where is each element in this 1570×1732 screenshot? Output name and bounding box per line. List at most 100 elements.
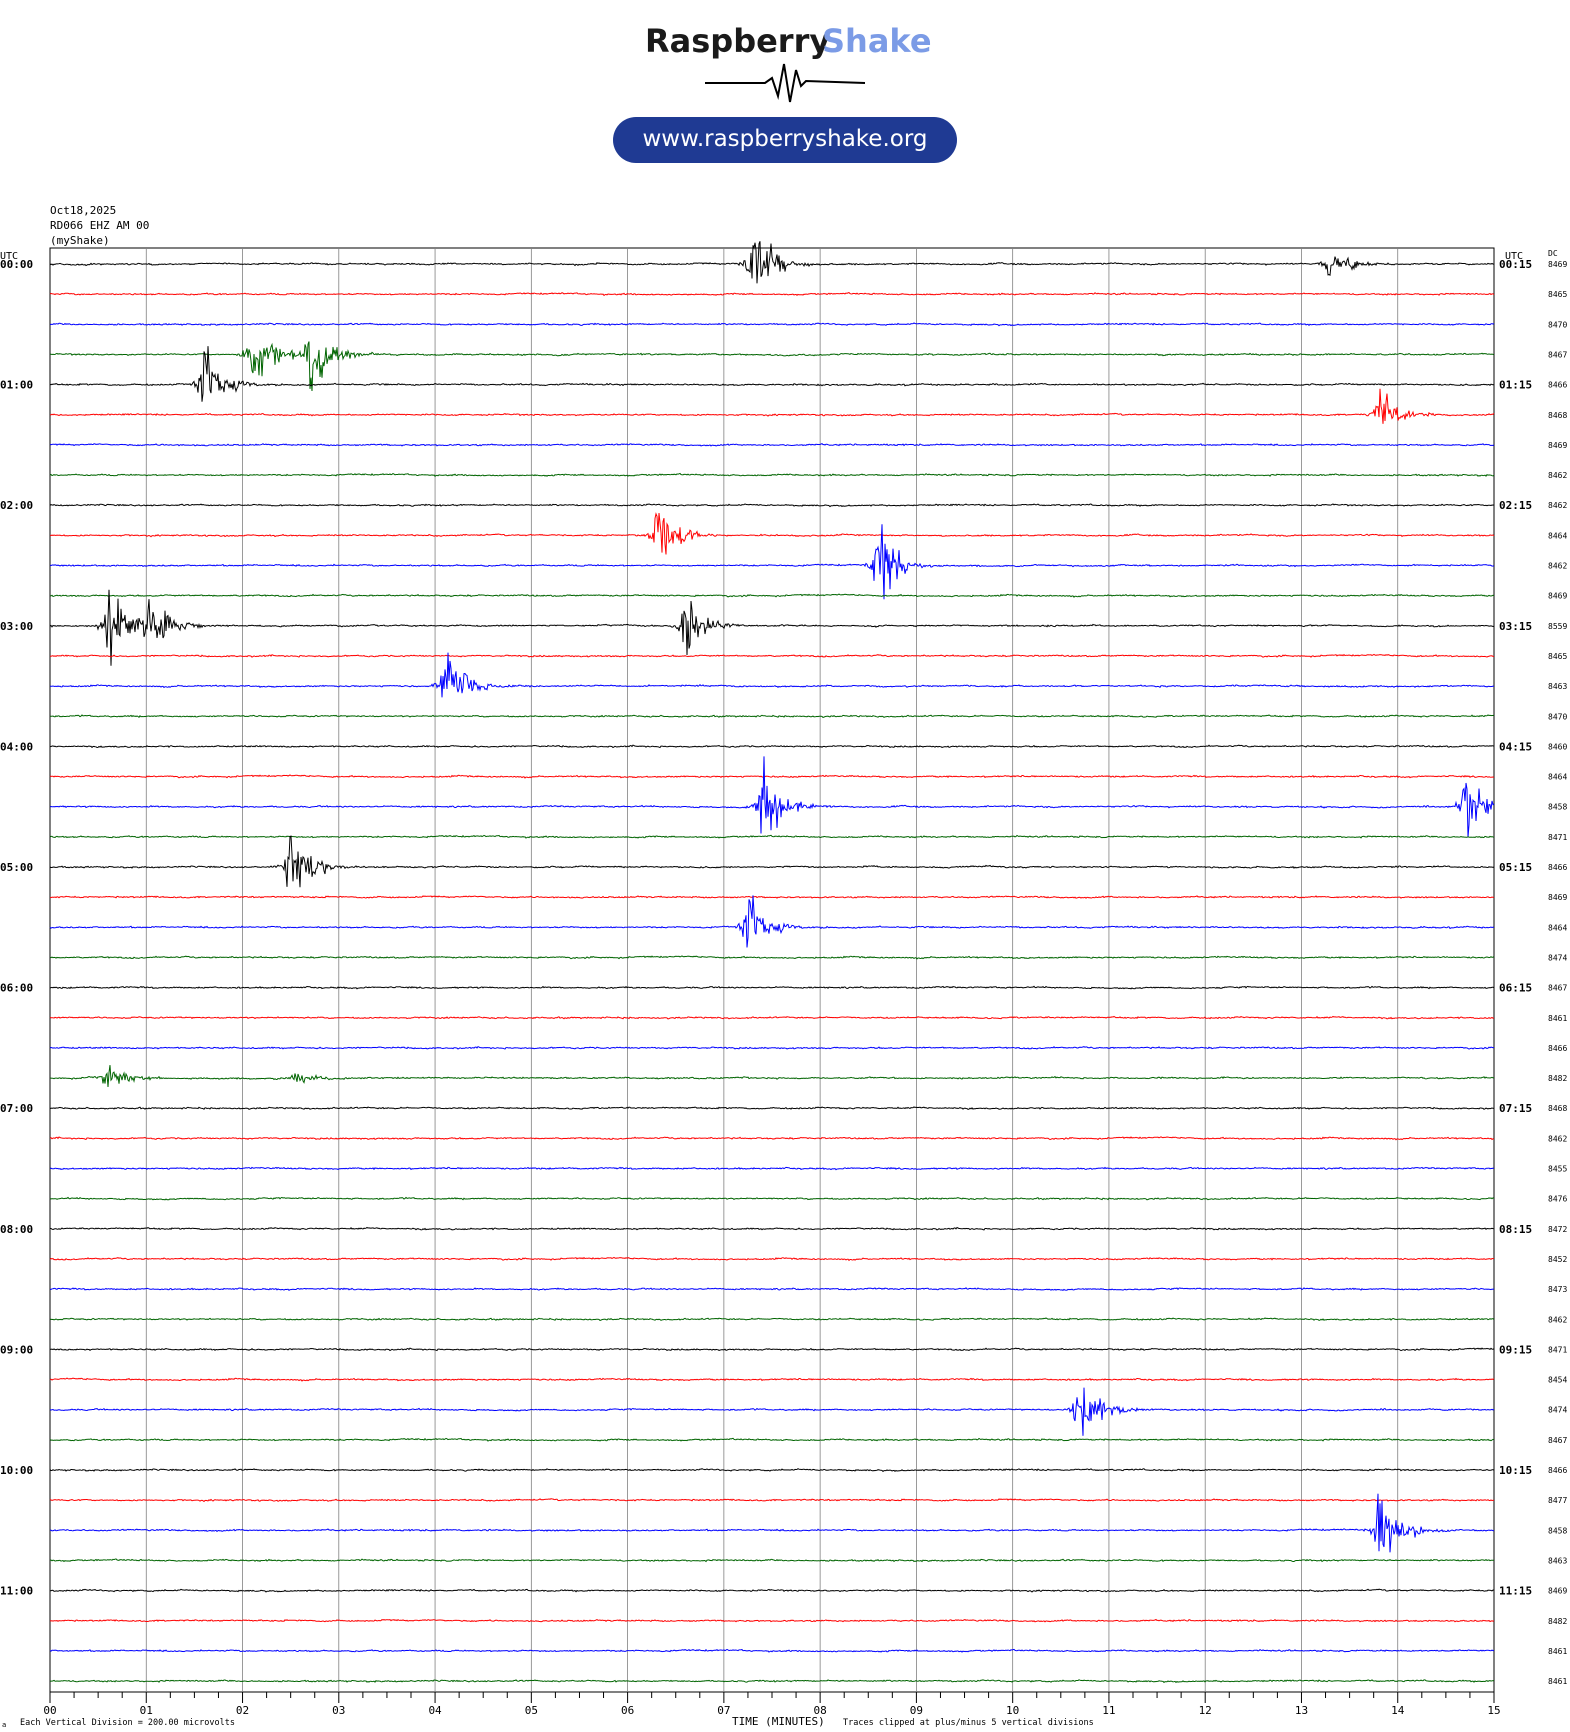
x-axis: 00 01 02 03 04 05 06 07 08 09 10 11 12 13 14 15 (43, 1692, 1501, 1717)
x-tick-label: 11 (1102, 1704, 1115, 1717)
trace-line (49, 1136, 1495, 1141)
x-tick-label: 04 (428, 1704, 442, 1717)
dc-offset-label: 8469 (1548, 1587, 1567, 1596)
dc-offset-label: 8466 (1548, 863, 1567, 872)
trace-line (49, 1377, 1495, 1382)
seismogram-logo-icon (705, 63, 866, 103)
right-time-label: 00:15 (1499, 258, 1532, 271)
trace-line (49, 744, 1495, 749)
trace-line (50, 1618, 1495, 1623)
dc-offset-label: 8462 (1548, 1315, 1567, 1324)
website-link[interactable]: www.raspberryshake.org (643, 126, 928, 152)
plot-frame (49, 247, 1495, 1693)
dc-offset-label: 8462 (1548, 471, 1567, 480)
left-time-label: 04:00 (0, 740, 33, 753)
station-date: Oct18,2025 (50, 204, 116, 217)
x-tick-label: 01 (140, 1704, 153, 1717)
trace-line (49, 955, 1495, 960)
dc-offset-label: 8476 (1548, 1195, 1567, 1204)
trace-line (49, 1387, 1495, 1436)
left-time-label: 11:00 (0, 1585, 33, 1598)
left-time-label: 10:00 (0, 1464, 33, 1477)
trace-line (49, 503, 1495, 508)
trace-line (50, 1065, 1495, 1088)
trace-line (49, 1045, 1495, 1050)
x-tick-label: 07 (717, 1704, 730, 1717)
left-time-label: 02:00 (0, 499, 33, 512)
dc-offset-label: 8482 (1548, 1617, 1567, 1626)
right-time-label: 10:15 (1499, 1464, 1532, 1477)
x-tick-label: 00 (43, 1704, 56, 1717)
right-time-label: 09:15 (1499, 1343, 1532, 1356)
dc-offset-label: 8461 (1548, 1647, 1567, 1656)
dc-offset-label: 8465 (1548, 652, 1567, 661)
trace-line (49, 1196, 1495, 1201)
website-pill[interactable]: www.raspberryshake.org (613, 117, 957, 163)
dc-offset-label: 8464 (1548, 531, 1567, 540)
dc-offset-label: 8460 (1548, 742, 1567, 751)
station-source: (myShake) (50, 234, 110, 247)
trace-line (49, 1166, 1495, 1171)
left-time-label: 09:00 (0, 1343, 33, 1356)
x-axis-label: TIME (MINUTES) (732, 1715, 825, 1728)
trace-line (49, 1493, 1495, 1553)
left-time-label: 05:00 (0, 861, 33, 874)
left-time-label: 01:00 (0, 379, 33, 392)
dc-offset-label: 8458 (1548, 1526, 1567, 1535)
right-time-label: 07:15 (1499, 1102, 1532, 1115)
dc-offset-label: 8458 (1548, 803, 1567, 812)
trace-line (49, 1498, 1495, 1503)
x-tick-label: 13 (1295, 1704, 1308, 1717)
right-utc-title: UTC (1505, 251, 1523, 262)
right-time-label: 01:15 (1499, 379, 1532, 392)
trace-line (49, 1468, 1495, 1473)
trace-line (49, 442, 1495, 447)
dc-offset-label: 8471 (1548, 1345, 1567, 1354)
brand-logo: Raspberry Shake (645, 22, 932, 103)
left-utc-title: UTC (0, 251, 18, 262)
trace-line (49, 241, 1495, 284)
dc-offset-label: 8466 (1548, 381, 1567, 390)
dc-offset-label: 8461 (1548, 1014, 1567, 1023)
dc-offset-label: 8466 (1548, 1044, 1567, 1053)
trace-line (49, 1287, 1495, 1292)
trace-line (49, 756, 1495, 838)
trace-line (49, 512, 1495, 555)
x-tick-label: 12 (1199, 1704, 1212, 1717)
trace-line (49, 835, 1495, 888)
dc-offset-label: 8464 (1548, 773, 1567, 782)
dc-offset-label: 8463 (1548, 682, 1567, 691)
x-tick-label: 05 (525, 1704, 538, 1717)
trace-line (49, 1256, 1495, 1262)
left-time-label: 03:00 (0, 620, 33, 633)
right-time-label: 04:15 (1499, 740, 1532, 753)
trace-line (49, 292, 1495, 297)
x-tick-label: 10 (1006, 1704, 1019, 1717)
vertical-division-note: Each Vertical Division = 200.00 microvol… (20, 1718, 235, 1728)
dc-offset-label: 8466 (1548, 1466, 1567, 1475)
x-tick-label: 02 (236, 1704, 249, 1717)
trace-line (49, 346, 1495, 402)
trace-line (49, 985, 1495, 990)
clip-note: Traces clipped at plus/minus 5 vertical … (843, 1718, 1094, 1728)
dc-offset-label: 8482 (1548, 1074, 1567, 1083)
dc-offset-label: 8464 (1548, 923, 1567, 932)
dc-offset-label: 8472 (1548, 1225, 1567, 1234)
trace-line (49, 1588, 1495, 1593)
right-time-label: 11:15 (1499, 1585, 1532, 1598)
trace-line (49, 1558, 1494, 1563)
trace-line (49, 1679, 1495, 1684)
label-layer: 00:00 01:00 02:00 03:00 04:00 05:00 06:00 07:00… (0, 258, 1567, 1686)
dc-offset-label: 8461 (1548, 1677, 1567, 1686)
dc-offset-label: 8471 (1548, 833, 1567, 842)
dc-offset-label: 8477 (1548, 1496, 1567, 1505)
trace-line (49, 1015, 1495, 1020)
x-tick-label: 03 (332, 1704, 345, 1717)
left-time-label: 00:00 (0, 258, 33, 271)
grid-lines (145, 248, 1399, 1692)
x-tick-label: 08 (814, 1704, 827, 1717)
brand-word-raspberry: Raspberry (645, 22, 830, 60)
station-channel: RD066 EHZ AM 00 (50, 219, 149, 232)
corner-mark: a (2, 1721, 6, 1729)
